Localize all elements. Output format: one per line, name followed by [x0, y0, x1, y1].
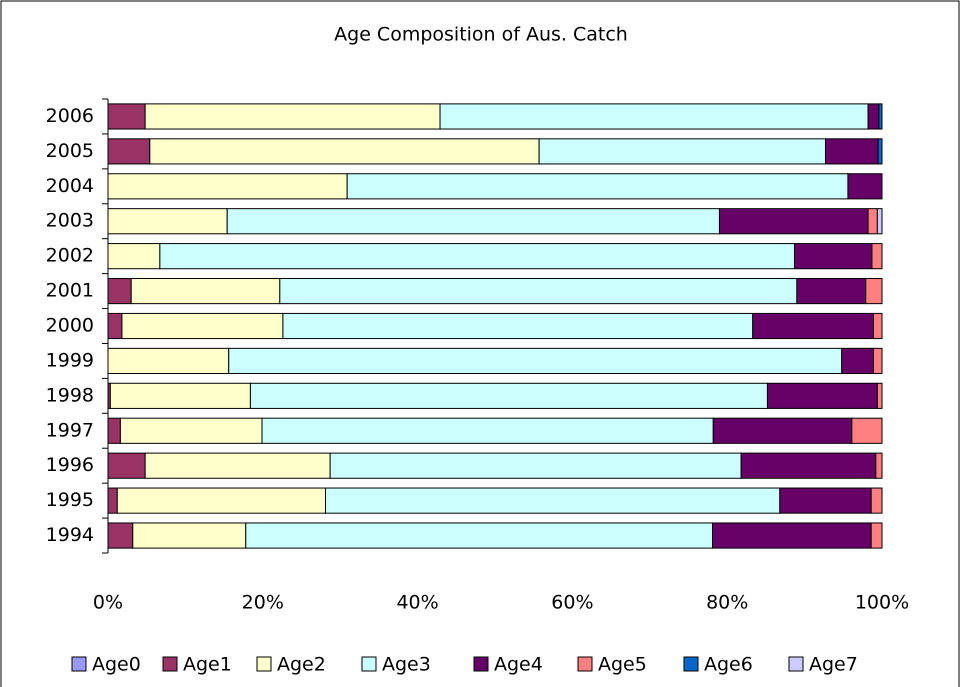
bar-segment	[794, 243, 873, 270]
bar-segment	[107, 347, 230, 374]
bar-segment	[872, 347, 883, 374]
bar-segment	[249, 382, 768, 409]
bar-segment	[870, 522, 883, 549]
bar-segment	[538, 138, 826, 165]
bar-segment	[107, 312, 123, 340]
bar-segment	[324, 487, 781, 514]
y-tick-label: 1999	[46, 349, 94, 371]
bar-segment	[228, 347, 843, 374]
legend-label: Age3	[382, 654, 431, 676]
legend-swatch	[256, 656, 272, 672]
bar-segment	[109, 382, 251, 409]
legend-swatch	[577, 656, 593, 672]
chart-title: Age Composition of Aus. Catch	[334, 24, 628, 46]
y-tick-label: 1997	[46, 419, 94, 441]
bar-segment	[878, 103, 883, 130]
x-tick-label: 20%	[242, 592, 284, 614]
legend-swatch	[473, 656, 489, 672]
legend-label: Age4	[494, 654, 543, 676]
bar-segment	[867, 103, 880, 130]
bar-segment	[718, 208, 869, 235]
bar-segment	[847, 173, 883, 200]
legend-label: Age6	[704, 654, 753, 676]
bar-segment	[870, 487, 883, 514]
bar-segment	[779, 487, 872, 514]
bar-segment	[282, 312, 754, 340]
legend-swatch	[361, 656, 377, 672]
y-tick-label: 2004	[46, 175, 94, 197]
bar-segment	[107, 208, 228, 235]
legend-label: Age1	[183, 654, 232, 676]
legend-swatch	[162, 656, 178, 672]
legend-label: Age2	[277, 654, 326, 676]
bar-segment	[712, 417, 853, 444]
bar-segment	[107, 487, 118, 514]
y-tick-label: 1996	[46, 454, 94, 476]
bar-segment	[116, 487, 326, 514]
y-tick-label: 2003	[46, 210, 94, 232]
bar-segment	[876, 208, 883, 235]
bar-segment	[796, 278, 867, 305]
bar-segment	[279, 278, 798, 305]
bar-segment	[329, 452, 742, 479]
legend-swatch	[71, 656, 87, 672]
bar-segment	[107, 522, 134, 549]
bar-segment	[226, 208, 720, 235]
bar-segment	[752, 312, 874, 340]
bar-segment	[711, 522, 872, 549]
bar-segment	[144, 103, 441, 130]
bar-segment	[865, 278, 883, 305]
bar-segment	[872, 312, 883, 340]
x-tick-label: 100%	[855, 592, 909, 614]
y-tick-label: 1998	[46, 384, 94, 406]
bar-segment	[875, 452, 883, 479]
x-tick-label: 80%	[706, 592, 748, 614]
bar-segment	[871, 243, 883, 270]
bar-segment	[346, 173, 849, 200]
y-tick-label: 2001	[46, 280, 94, 302]
bar-segment	[121, 312, 284, 340]
y-tick-label: 2002	[46, 245, 94, 267]
x-tick-label: 0%	[93, 592, 123, 614]
bar-segment	[851, 417, 883, 444]
y-tick-label: 1995	[46, 489, 94, 511]
legend-label: Age5	[598, 654, 647, 676]
legend-label: Age0	[92, 654, 141, 676]
bar-segment	[107, 173, 348, 200]
bar-segment	[876, 382, 883, 409]
bar-segment	[107, 243, 161, 270]
x-tick-label: 60%	[551, 592, 593, 614]
bar-segment	[119, 417, 263, 444]
y-tick-label: 2005	[46, 140, 94, 162]
bar-segment	[107, 452, 146, 479]
bar-segment	[877, 138, 883, 165]
bar-segment	[107, 278, 132, 305]
bar-segment	[740, 452, 877, 479]
bar-segment	[867, 208, 878, 235]
bar-segment	[144, 452, 331, 479]
bar-segment	[245, 522, 713, 549]
y-tick-label: 2006	[46, 105, 94, 127]
x-tick-label: 40%	[396, 592, 438, 614]
bar-segment	[130, 278, 281, 305]
y-tick-label: 2000	[46, 315, 94, 337]
bar-segment	[107, 103, 146, 130]
y-tick-label: 1994	[46, 524, 94, 546]
legend-swatch	[683, 656, 699, 672]
bar-segment	[824, 138, 879, 165]
bar-segment	[107, 138, 151, 165]
legend-label: Age7	[809, 654, 858, 676]
bar-segment	[766, 382, 878, 409]
bar-segment	[841, 347, 874, 374]
bar-segment	[107, 417, 121, 444]
bar-segment	[159, 243, 796, 270]
bar-segment	[261, 417, 714, 444]
bar-segment	[149, 138, 540, 165]
bar-segment	[132, 522, 247, 549]
legend-swatch	[788, 656, 804, 672]
bar-segment	[439, 103, 869, 130]
